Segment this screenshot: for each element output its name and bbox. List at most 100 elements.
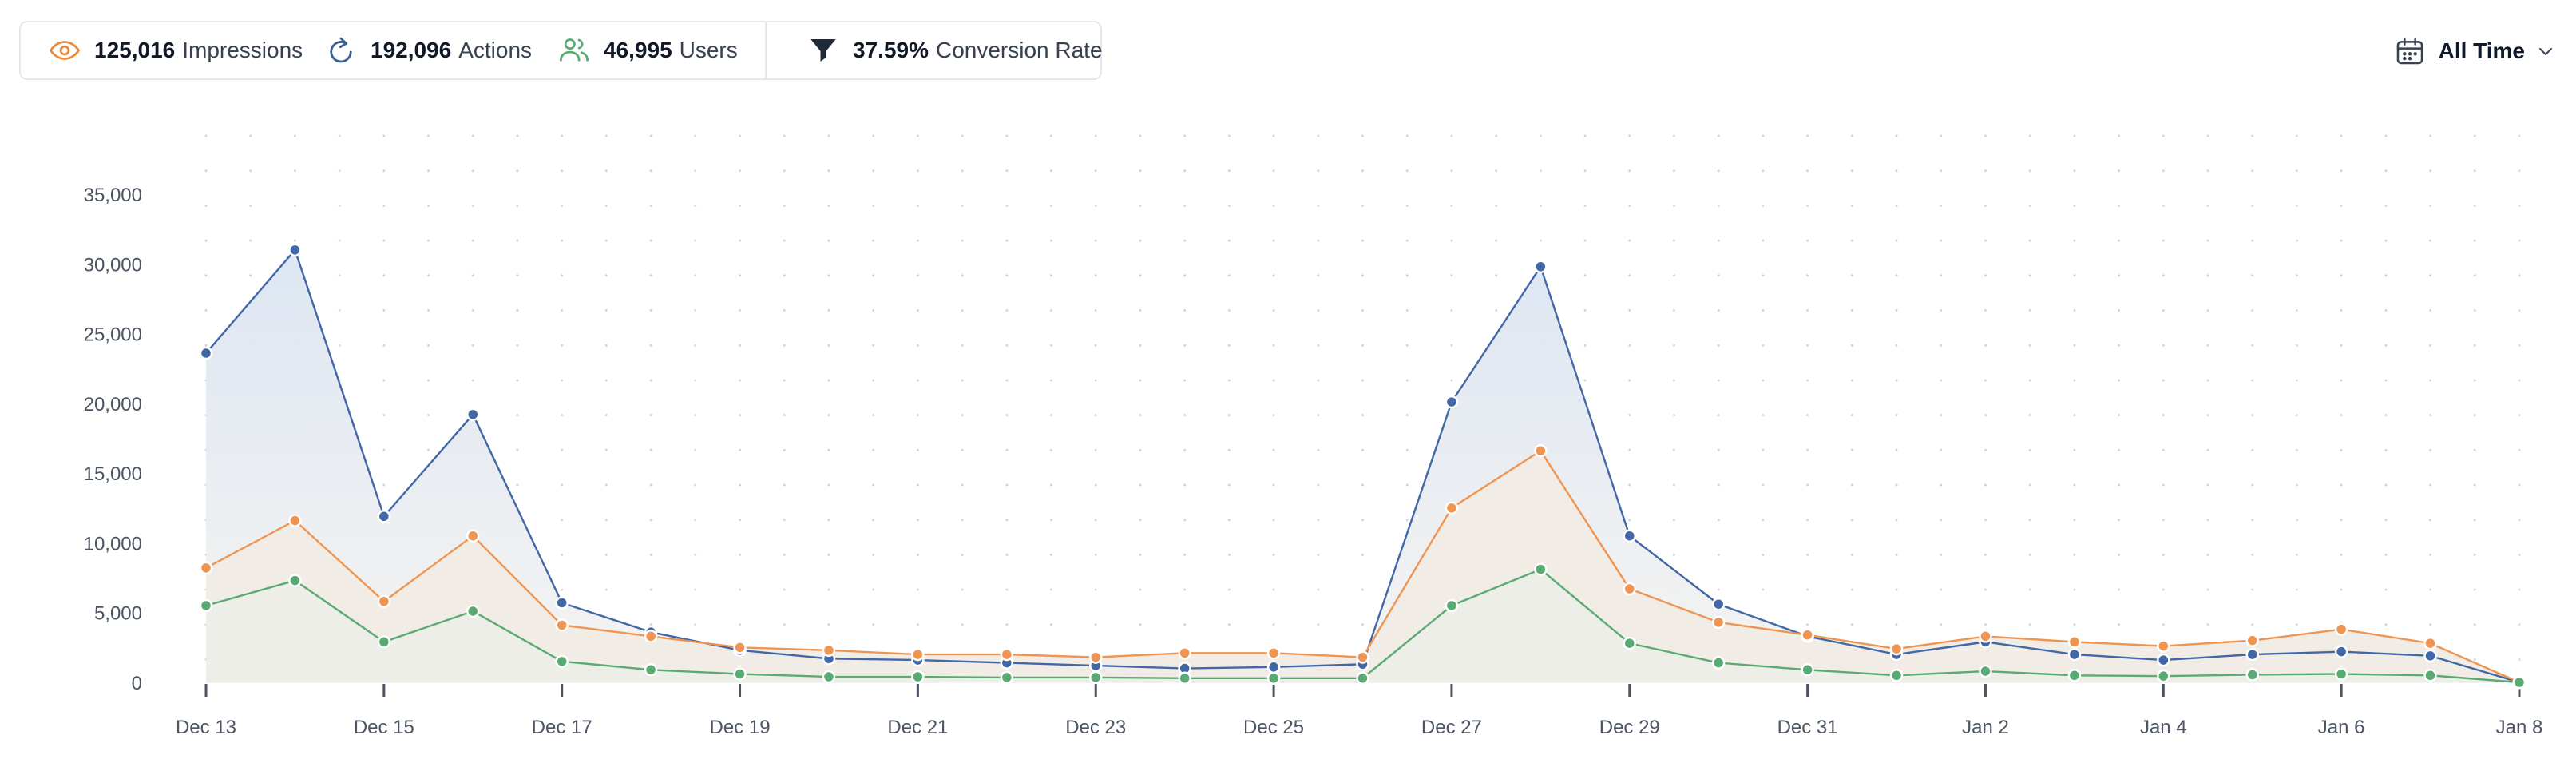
grid-dot [1361, 623, 1364, 626]
grid-dot [2340, 309, 2343, 312]
users-point [733, 667, 747, 681]
grid-dot [1050, 204, 1053, 207]
grid-dot [1005, 414, 1009, 417]
grid-dot [1227, 239, 1231, 242]
grid-dot [2073, 448, 2076, 451]
grid-dot [1717, 344, 1720, 347]
grid-dot [516, 169, 519, 173]
grid-dot [1895, 204, 1898, 207]
grid-dot [516, 134, 519, 137]
chevron-down-icon [2539, 48, 2552, 55]
grid-dot [561, 414, 564, 417]
grid-dot [293, 169, 296, 173]
grid-dot [1317, 309, 1320, 312]
grid-dot [2118, 379, 2121, 382]
grid-dot [1361, 448, 1364, 451]
grid-dot [2162, 553, 2165, 556]
grid-dot [2251, 309, 2254, 312]
grid-dot [1628, 239, 1631, 242]
grid-dot [1717, 169, 1720, 173]
grid-dot [1361, 274, 1364, 277]
grid-dot [2028, 448, 2031, 451]
grid-dot [1717, 553, 1720, 556]
users-value: 46,995 [604, 38, 672, 62]
grid-dot [916, 274, 919, 277]
grid-dot [1762, 379, 1765, 382]
grid-dot [1762, 483, 1765, 487]
grid-dot [1183, 483, 1187, 487]
grid-dot [1940, 274, 1943, 277]
date-range-selector[interactable]: All Time [2394, 32, 2555, 70]
grid-dot [1361, 239, 1364, 242]
grid-dot [1050, 309, 1053, 312]
grid-dot [1762, 588, 1765, 591]
impressions-point [1266, 646, 1281, 660]
grid-dot [1539, 239, 1542, 242]
grid-dot [872, 344, 875, 347]
grid-dot [604, 239, 608, 242]
grid-dot [338, 239, 341, 242]
grid-dot [1850, 169, 1853, 173]
grid-dot [1850, 379, 1853, 382]
grid-dot [872, 239, 875, 242]
grid-dot [694, 239, 697, 242]
grid-dot [872, 448, 875, 451]
grid-dot [1628, 309, 1631, 312]
grid-dot [2473, 588, 2476, 591]
grid-dot [1583, 344, 1587, 347]
grid-dot [1139, 588, 1142, 591]
grid-dot [739, 239, 742, 242]
grid-dot [1850, 239, 1853, 242]
grid-dot [783, 204, 786, 207]
grid-dot [2295, 344, 2298, 347]
grid-dot [604, 448, 608, 451]
grid-dot [1405, 239, 1409, 242]
users-point [1000, 670, 1014, 685]
grid-dot [1583, 309, 1587, 312]
grid-dot [2162, 204, 2165, 207]
grid-dot [739, 204, 742, 207]
grid-dot [1227, 623, 1231, 626]
grid-dot [427, 204, 430, 207]
grid-dot [516, 414, 519, 417]
grid-dot [1762, 309, 1765, 312]
grid-dot [604, 379, 608, 382]
grid-dot [1806, 483, 1809, 487]
grid-dot [2162, 239, 2165, 242]
grid-dot [516, 204, 519, 207]
grid-dot [1672, 134, 1675, 137]
actions-point [555, 596, 569, 610]
grid-dot [516, 379, 519, 382]
grid-dot [2206, 169, 2209, 173]
grid-dot [427, 239, 430, 242]
grid-dot [204, 204, 208, 207]
impressions-value: 125,016 [94, 38, 176, 62]
grid-dot [1495, 239, 1498, 242]
grid-dot [2518, 658, 2521, 661]
grid-dot [2429, 623, 2432, 626]
grid-dot [1672, 204, 1675, 207]
grid-dot [2206, 483, 2209, 487]
grid-dot [827, 448, 830, 451]
grid-dot [1495, 274, 1498, 277]
grid-dot [827, 553, 830, 556]
grid-dot [1050, 239, 1053, 242]
grid-dot [1317, 483, 1320, 487]
refresh-icon [330, 37, 352, 63]
actions-label: Actions [458, 38, 533, 62]
grid-dot [382, 274, 386, 277]
grid-dot [872, 134, 875, 137]
grid-dot [1940, 309, 1943, 312]
grid-dot [382, 483, 386, 487]
grid-dot [1094, 588, 1097, 591]
grid-dot [694, 204, 697, 207]
grid-dot [1806, 204, 1809, 207]
grid-dot [783, 239, 786, 242]
grid-dot [783, 519, 786, 522]
grid-dot [649, 134, 652, 137]
y-tick-label: 20,000 [84, 394, 142, 415]
grid-dot [694, 274, 697, 277]
grid-dot [2518, 309, 2521, 312]
grid-dot [2295, 169, 2298, 173]
grid-dot [2518, 414, 2521, 417]
